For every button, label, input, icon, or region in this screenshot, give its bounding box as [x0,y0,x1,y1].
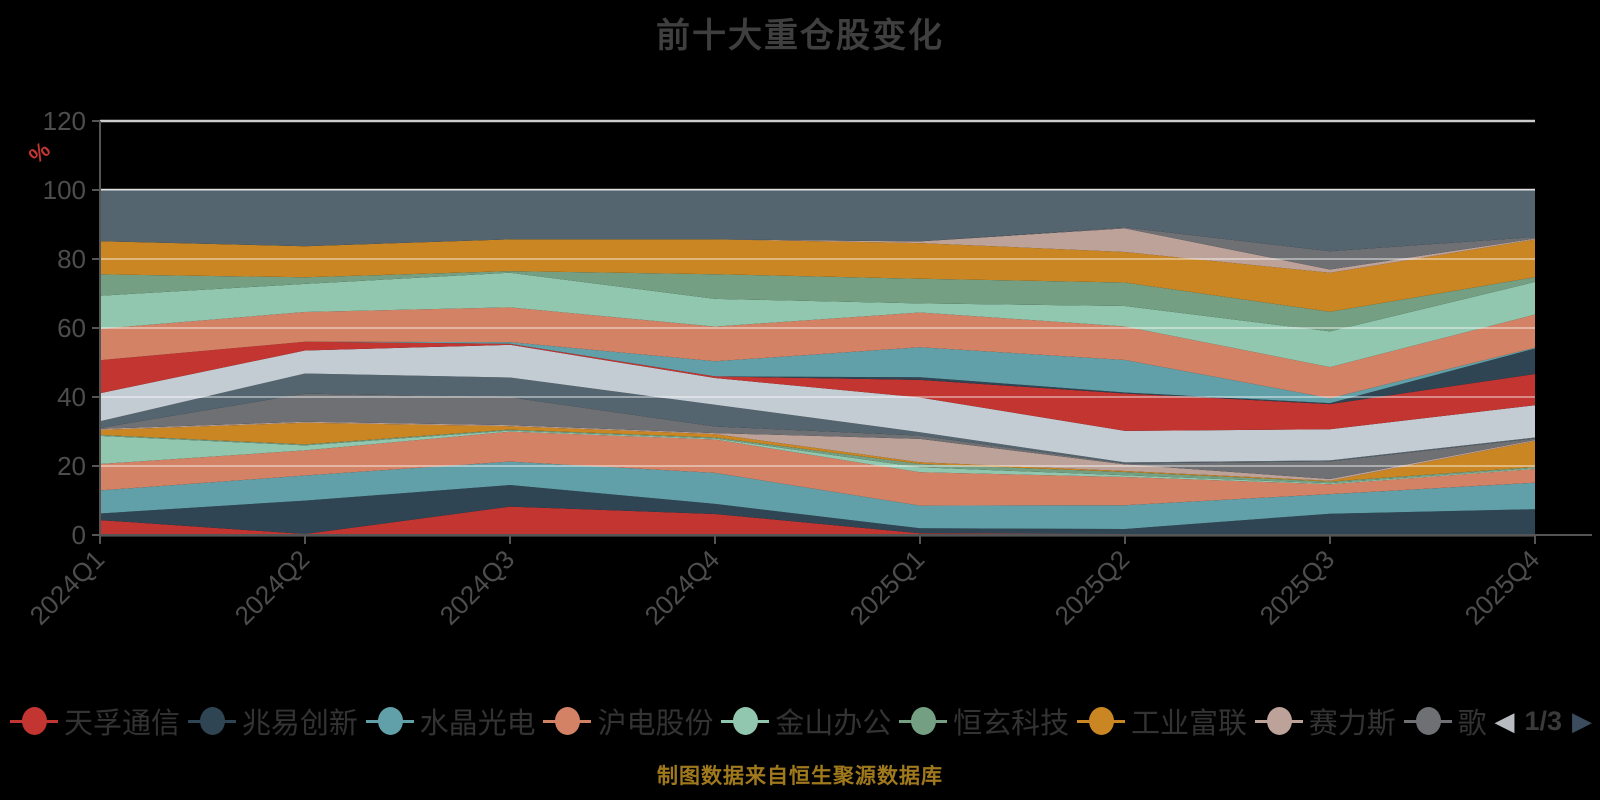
page-title: 前十大重仓股变化 [656,17,944,55]
legend: 天孚通信 兆易创新 水晶光电 沪电股份 金山办公 恒玄科技 工业富联 赛力斯 歌 ◀ 1/3 ▶ [10,696,1592,746]
x-tick-label-2024Q3: 2024Q3 [434,544,521,631]
area-series-0-天孚通信[interactable] [100,506,1535,535]
legend-series-marker-icon [721,705,770,737]
legend-series-marker-icon [899,705,948,737]
legend-series-marker-icon [1403,705,1452,737]
area-series-11[interactable] [100,341,1535,431]
area-series-1-兆易创新[interactable] [100,485,1535,535]
y-tick-label-100: 100 [43,175,86,205]
legend-item-0[interactable]: 天孚通信 [10,700,180,742]
y-tick-label-20: 20 [57,451,86,481]
x-tick-label-2025Q3: 2025Q3 [1254,544,1341,631]
x-tick-label-2025Q2: 2025Q2 [1049,544,1136,631]
x-tick-label-2025Q4: 2025Q4 [1459,544,1546,631]
area-series-14[interactable] [100,307,1535,399]
legend-series-marker-icon [365,705,414,737]
legend-series-marker-icon [10,705,58,737]
area-series-6-工业富联[interactable] [100,422,1535,482]
area-series-4-金山办公[interactable] [100,430,1535,485]
area-series-20[interactable] [100,190,1535,252]
legend-item-label: 工业富联 [1130,708,1247,740]
area-series-16[interactable] [100,271,1535,332]
legend-item-6[interactable]: 工业富联 [1076,700,1247,742]
legend-item-1[interactable]: 兆易创新 [187,700,358,742]
area-series-2-水晶光电[interactable] [100,461,1535,529]
legend-item-2[interactable]: 水晶光电 [365,700,536,742]
legend-item-7[interactable]: 赛力斯 [1254,700,1396,742]
area-series-18[interactable] [100,228,1535,273]
legend-item-label: 歌 [1457,708,1487,740]
legend-series-marker-icon [1076,705,1125,737]
legend-next-page-icon[interactable]: ▶ [1572,706,1592,736]
y-tick-label-120: 120 [43,106,86,136]
area-series-10[interactable] [100,344,1535,463]
area-series-17[interactable] [100,239,1535,312]
legend-item-5[interactable]: 恒玄科技 [899,700,1069,742]
area-series-5-恒玄科技[interactable] [100,429,1535,484]
legend-prev-page-icon[interactable]: ◀ [1494,706,1515,736]
area-series-8-歌[interactable] [100,393,1535,479]
x-tick-label-2025Q1: 2025Q1 [844,544,931,631]
x-tick-label-2024Q2: 2024Q2 [229,544,316,631]
legend-item-label: 沪电股份 [597,708,714,740]
legend-series-marker-icon [1254,705,1303,737]
legend-item-label: 赛力斯 [1308,708,1396,740]
legend-item-label: 金山办公 [775,708,892,740]
legend-series-marker-icon [187,705,236,737]
y-tick-label-80: 80 [57,244,86,274]
legend-item-label: 天孚通信 [64,708,181,740]
data-source-caption: 制图数据来自恒生聚源数据库 [657,765,943,788]
legend-item-8[interactable]: 歌 [1403,700,1487,742]
legend-item-label: 恒玄科技 [953,708,1070,740]
y-tick-label-60: 60 [57,313,86,343]
area-series-13[interactable] [100,341,1535,404]
y-tick-label-40: 40 [57,382,86,412]
x-tick-label-2024Q4: 2024Q4 [639,544,726,631]
legend-item-label: 水晶光电 [419,708,536,740]
legend-page-indicator: 1/3 [1524,705,1562,736]
legend-item-4[interactable]: 金山办公 [721,700,891,742]
area-series-3-沪电股份[interactable] [100,431,1535,506]
legend-series-marker-icon [543,705,592,737]
area-series-19[interactable] [100,227,1535,270]
legend-pager: ◀ 1/3 ▶ [1494,706,1592,737]
legend-item-3[interactable]: 沪电股份 [543,700,714,742]
legend-item-label: 兆易创新 [241,708,358,740]
area-series-15[interactable] [100,272,1535,368]
x-tick-label-2024Q1: 2024Q1 [24,544,111,631]
y-tick-label-0: 0 [72,520,86,550]
